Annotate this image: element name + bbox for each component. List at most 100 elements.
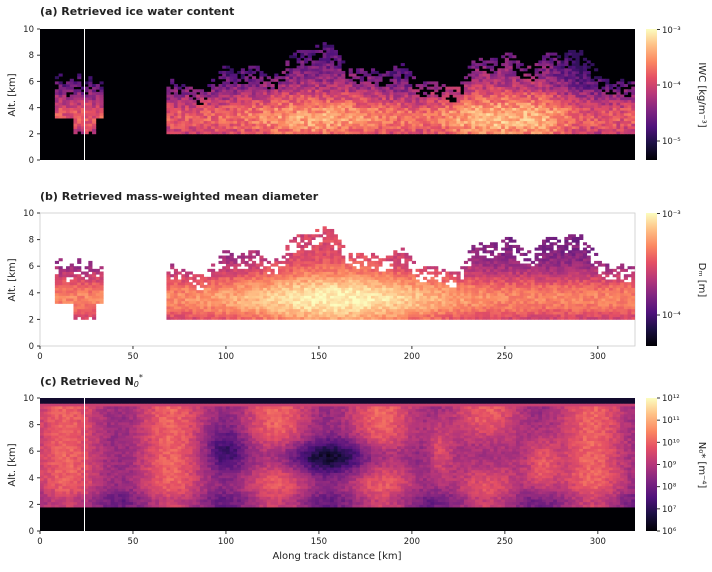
heatmap-cell	[289, 118, 293, 121]
heatmap-cell	[96, 290, 100, 293]
heatmap-cell	[583, 97, 587, 100]
heatmap-cell	[564, 55, 568, 58]
heatmap-cell	[285, 280, 289, 283]
heatmap-cell	[219, 298, 223, 301]
heatmap-cell	[590, 100, 594, 103]
heatmap-cell	[378, 113, 382, 116]
heatmap-cell	[330, 306, 334, 309]
heatmap-cell	[605, 89, 609, 92]
heatmap-cell	[449, 87, 453, 90]
heatmap-cell	[408, 256, 412, 259]
heatmap-cell	[401, 269, 405, 272]
heatmap-cell	[434, 293, 438, 296]
heatmap-cell	[319, 309, 323, 312]
heatmap-cell	[334, 129, 338, 132]
heatmap-cell	[475, 66, 479, 69]
heatmap-cell	[293, 92, 297, 95]
heatmap-cell	[486, 60, 490, 63]
heatmap-cell	[196, 118, 200, 121]
heatmap-cell	[300, 309, 304, 312]
heatmap-cell	[319, 277, 323, 280]
heatmap-cell	[404, 108, 408, 111]
heatmap-cell	[311, 301, 315, 304]
heatmap-cell	[297, 97, 301, 100]
heatmap-cell	[170, 118, 174, 121]
heatmap-cell	[438, 272, 442, 275]
heatmap-cell	[248, 95, 252, 98]
heatmap-cell	[297, 105, 301, 108]
heatmap-cell	[304, 261, 308, 264]
panel-a-cbar-tick-0: 10⁻³	[662, 26, 681, 36]
heatmap-cell	[475, 121, 479, 124]
heatmap-cell	[386, 309, 390, 312]
heatmap-cell	[207, 309, 211, 312]
heatmap-cell	[315, 89, 319, 92]
heatmap-cell	[196, 126, 200, 129]
heatmap-cell	[393, 274, 397, 277]
heatmap-cell	[360, 301, 364, 304]
heatmap-cell	[616, 129, 620, 132]
heatmap-cell	[304, 280, 308, 283]
heatmap-cell	[449, 129, 453, 132]
heatmap-cell	[364, 309, 368, 312]
heatmap-cell	[579, 84, 583, 87]
heatmap-cell	[371, 113, 375, 116]
heatmap-cell	[233, 92, 237, 95]
heatmap-cell	[401, 89, 405, 92]
heatmap-cell	[367, 266, 371, 269]
heatmap-cell	[542, 100, 546, 103]
heatmap-cell	[338, 89, 342, 92]
heatmap-cell	[323, 280, 327, 283]
heatmap-cell	[564, 68, 568, 71]
heatmap-cell	[207, 290, 211, 293]
heatmap-cell	[442, 314, 446, 317]
heatmap-cell	[178, 317, 182, 320]
heatmap-cell	[88, 113, 92, 116]
heatmap-cell	[259, 118, 263, 121]
heatmap-cell	[449, 102, 453, 105]
heatmap-cell	[200, 280, 204, 283]
heatmap-cell	[308, 277, 312, 280]
heatmap-cell	[419, 285, 423, 288]
heatmap-cell	[531, 131, 535, 134]
heatmap-cell	[404, 123, 408, 126]
heatmap-cell	[349, 118, 353, 121]
heatmap-cell	[490, 74, 494, 77]
heatmap-cell	[330, 272, 334, 275]
heatmap-cell	[375, 108, 379, 111]
heatmap-cell	[263, 89, 267, 92]
heatmap-cell	[256, 285, 260, 288]
heatmap-cell	[390, 131, 394, 134]
heatmap-cell	[300, 237, 304, 240]
heatmap-cell	[204, 126, 208, 129]
heatmap-cell	[338, 68, 342, 71]
heatmap-cell	[300, 266, 304, 269]
heatmap-cell	[192, 306, 196, 309]
heatmap-cell	[323, 121, 327, 124]
heatmap-cell	[219, 84, 223, 87]
heatmap-cell	[430, 280, 434, 283]
heatmap-cell	[230, 282, 234, 285]
heatmap-cell	[304, 287, 308, 290]
heatmap-cell	[397, 311, 401, 314]
heatmap-cell	[568, 79, 572, 82]
heatmap-cell	[285, 76, 289, 79]
heatmap-cell	[245, 102, 249, 105]
heatmap-cell	[416, 290, 420, 293]
heatmap-cell	[274, 306, 278, 309]
heatmap-cell	[590, 129, 594, 132]
heatmap-cell	[401, 63, 405, 66]
heatmap-cell	[278, 282, 282, 285]
heatmap-cell	[297, 92, 301, 95]
heatmap-cell	[230, 317, 234, 320]
heatmap-cell	[561, 74, 565, 77]
heatmap-cell	[323, 314, 327, 317]
heatmap-cell	[557, 71, 561, 74]
heatmap-cell	[189, 298, 193, 301]
heatmap-cell	[360, 277, 364, 280]
heatmap-cell	[282, 303, 286, 306]
heatmap-cell	[256, 253, 260, 256]
heatmap-cell	[341, 256, 345, 259]
heatmap-cell	[315, 317, 319, 320]
heatmap-cell	[561, 81, 565, 84]
